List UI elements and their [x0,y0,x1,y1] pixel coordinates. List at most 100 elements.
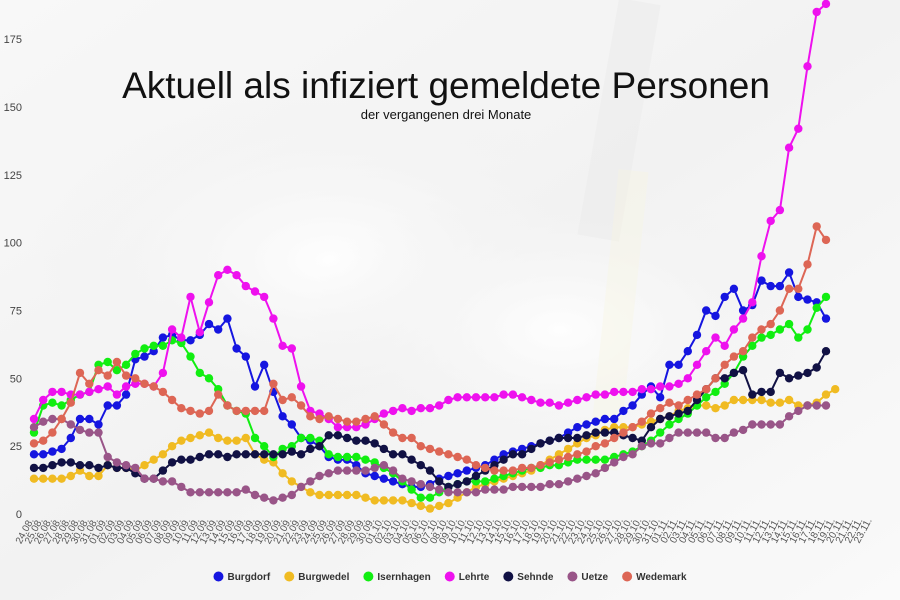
data-point [435,447,444,456]
axes: 025507510012515017524.08.25.08.26.08.27.… [4,34,875,546]
data-point [757,387,766,397]
data-point [131,374,140,383]
data-point [444,471,453,481]
data-point [260,493,269,502]
data-point [656,414,665,424]
data-point [821,235,831,245]
data-point [692,428,702,437]
data-point [352,466,361,475]
data-point [140,379,149,388]
data-point [352,417,361,426]
data-point [462,477,471,486]
data-point [103,371,112,380]
data-point [306,488,315,497]
y-tick-label: 75 [10,305,22,317]
data-point [232,406,241,416]
data-point [186,406,195,416]
data-point [379,461,389,470]
data-point [306,477,315,486]
data-point [75,461,85,470]
data-point [315,442,324,451]
data-point [536,398,545,407]
data-point [112,401,122,410]
data-point [287,393,296,402]
data-point [324,450,333,459]
data-point [416,404,425,413]
data-point [665,360,674,369]
data-point [112,458,122,467]
legend-label: Uetze [581,572,608,583]
data-point [195,328,204,337]
data-point [573,395,582,405]
data-point [738,395,748,405]
series-line [34,388,836,510]
data-point [140,474,149,483]
data-point [121,360,131,369]
data-point [214,450,223,459]
data-point [296,382,306,391]
data-point [563,452,573,462]
data-point [766,398,775,407]
data-point [683,374,692,383]
data-point [315,490,324,500]
data-point [517,393,527,402]
data-point [582,393,591,402]
data-point [610,458,619,467]
data-point [333,452,343,462]
data-point [444,498,453,508]
data-point [186,455,195,464]
data-point [702,347,711,356]
data-point [766,281,775,291]
data-point [435,485,444,494]
data-point [361,455,370,464]
data-point [195,368,204,378]
data-point [582,455,591,464]
data-point [582,431,591,440]
legend-item-uetze: Uetze [567,571,609,583]
data-point [444,395,453,405]
data-point [619,406,628,416]
data-point [241,281,250,291]
data-point [748,390,757,399]
data-point [775,398,785,407]
data-point [57,387,66,397]
data-point [29,423,39,432]
data-point [177,482,186,492]
data-point [296,401,306,410]
data-point [398,496,407,505]
data-point [757,333,766,342]
data-point [711,404,720,413]
data-point [39,395,48,405]
data-point [803,368,812,378]
data-point [490,485,499,494]
data-point [269,496,278,505]
data-point [121,382,131,391]
data-point [536,439,545,448]
data-point [665,420,674,429]
data-point [232,450,241,459]
data-point [398,404,407,413]
data-point [94,463,103,473]
data-point [775,306,785,315]
data-point [610,414,619,424]
data-point [250,450,260,459]
data-point [803,295,812,304]
data-point [702,428,711,437]
data-point [75,390,85,399]
data-point [812,222,821,231]
data-point [821,314,831,323]
legend-item-burgdorf: Burgdorf [213,571,271,583]
legend-item-wedemark: Wedemark [622,571,687,583]
data-point [619,387,628,397]
data-point [462,455,471,464]
data-point [48,461,57,470]
data-point [94,428,103,437]
data-point [250,287,260,296]
chart-subtitle: der vergangenen drei Monate [361,107,532,122]
data-point [361,466,370,475]
data-point [803,62,812,71]
data-point [204,406,214,416]
data-point [85,461,94,470]
data-point [48,474,57,483]
data-point [407,433,416,443]
